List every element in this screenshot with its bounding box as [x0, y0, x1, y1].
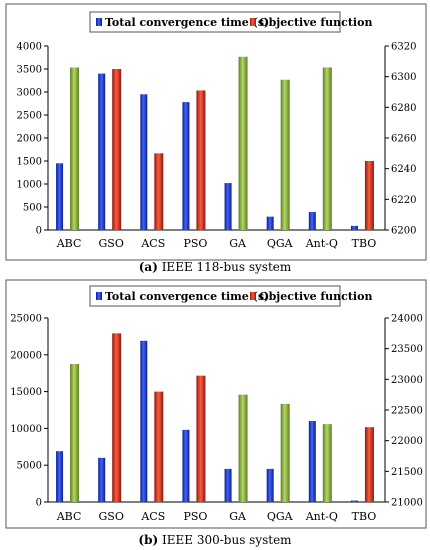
category-label: ABC	[56, 237, 82, 250]
category-label: PSO	[183, 237, 207, 250]
bar-objective-tbo	[364, 161, 374, 230]
caption-letter: (a)	[139, 260, 158, 274]
bar-convergence-time-abc	[56, 163, 64, 230]
bar-convergence-time-gso	[98, 73, 106, 230]
bar-objective-pso	[196, 90, 206, 230]
category-label: QGA	[267, 510, 294, 523]
bar-convergence-time-abc	[56, 451, 64, 502]
left-tick-label: 5000	[17, 461, 42, 472]
category-label: Ant-Q	[305, 510, 338, 523]
bar-objective-abc	[70, 364, 80, 502]
bar-objective-gso	[112, 69, 122, 230]
category-label: QGA	[267, 237, 294, 250]
right-tick-label: 22500	[391, 406, 423, 417]
bar-convergence-time-pso	[182, 102, 190, 230]
legend-swatch-convergence-time	[96, 18, 102, 26]
bar-convergence-time-qga	[266, 468, 274, 502]
left-tick-label: 10000	[10, 424, 42, 435]
category-label: ACS	[140, 237, 165, 250]
category-label: TBO	[352, 237, 377, 250]
left-tick-label: 4000	[17, 42, 42, 53]
bar-convergence-time-tbo	[350, 225, 358, 230]
caption-text: IEEE 300-bus system	[158, 533, 292, 547]
bar-objective-qga	[280, 403, 290, 502]
bar-objective-abc	[70, 67, 80, 230]
panel-caption: (a) IEEE 118-bus system	[139, 260, 292, 274]
right-tick-label: 23000	[391, 375, 423, 386]
bar-convergence-time-pso	[182, 429, 190, 502]
bar-convergence-time-ant-q	[308, 421, 316, 502]
legend-box	[89, 11, 341, 33]
category-label: GSO	[99, 237, 124, 250]
left-tick-label: 2500	[17, 111, 42, 122]
bar-objective-tbo	[364, 427, 374, 502]
bar-objective-qga	[280, 79, 290, 230]
panel-frame	[5, 279, 427, 529]
caption-letter: (b)	[138, 533, 158, 547]
category-label: GA	[229, 510, 247, 523]
bar-convergence-time-ga	[224, 468, 232, 502]
bar-convergence-time-tbo	[350, 500, 358, 502]
bar-objective-ant-q	[322, 67, 332, 230]
right-tick-label: 24000	[391, 314, 423, 325]
legend-label-objective: Objective function	[259, 290, 372, 303]
right-tick-label: 6220	[391, 195, 416, 206]
legend-box	[89, 285, 341, 307]
legend-swatch-objective	[250, 18, 256, 26]
panel-caption: (b) IEEE 300-bus system	[138, 533, 292, 547]
bar-convergence-time-qga	[266, 216, 274, 230]
right-tick-label: 6300	[391, 72, 416, 83]
left-tick-label: 25000	[10, 314, 42, 325]
right-tick-label: 6260	[391, 134, 416, 145]
panel-frame	[5, 3, 427, 261]
bar-convergence-time-gso	[98, 457, 106, 502]
legend-swatch-convergence-time	[96, 292, 102, 300]
right-tick-label: 6240	[391, 164, 416, 175]
bar-convergence-time-ant-q	[308, 212, 316, 230]
right-tick-label: 6280	[391, 103, 416, 114]
chart-panel-2: 0 5000 10000 15000 20000 25000 21000 21500 22000…	[5, 279, 427, 529]
category-label: ABC	[56, 510, 82, 523]
category-label: GSO	[99, 510, 124, 523]
legend-swatch-objective	[250, 292, 256, 300]
caption-text: IEEE 118-bus system	[158, 260, 292, 274]
right-tick-label: 6200	[391, 226, 416, 237]
left-tick-label: 1000	[17, 180, 42, 191]
category-label: TBO	[352, 510, 377, 523]
chart-panel-1: 0 500 1000 1500 2000 2500 3000 3500 4000 6200 6220…	[5, 3, 427, 261]
category-label: PSO	[183, 510, 207, 523]
right-tick-label: 21000	[391, 498, 423, 509]
right-tick-label: 23500	[391, 344, 423, 355]
bar-objective-acs	[154, 153, 164, 230]
left-tick-label: 15000	[10, 387, 42, 398]
bar-convergence-time-acs	[140, 94, 148, 230]
right-tick-label: 22000	[391, 436, 423, 447]
legend-label-objective: Objective function	[259, 16, 372, 29]
bar-objective-ga	[238, 56, 248, 230]
left-tick-label: 20000	[10, 350, 42, 361]
left-tick-label: 500	[23, 203, 42, 214]
left-tick-label: 3500	[17, 65, 42, 76]
left-tick-label: 2000	[17, 134, 42, 145]
left-tick-label: 3000	[17, 88, 42, 99]
category-label: Ant-Q	[305, 237, 338, 250]
bar-objective-acs	[154, 391, 164, 502]
left-tick-label: 0	[36, 226, 42, 237]
category-label: ACS	[140, 510, 165, 523]
bar-convergence-time-acs	[140, 340, 148, 502]
legend-label-convergence-time: Total convergence time (s)	[105, 290, 269, 303]
left-tick-label: 1500	[17, 157, 42, 168]
legend-label-convergence-time: Total convergence time (s)	[105, 16, 269, 29]
right-tick-label: 6320	[391, 42, 416, 53]
bar-objective-ant-q	[322, 424, 332, 502]
bar-objective-gso	[112, 333, 122, 502]
left-tick-label: 0	[36, 498, 42, 509]
category-label: GA	[229, 237, 247, 250]
bar-convergence-time-ga	[224, 183, 232, 230]
bar-objective-pso	[196, 375, 206, 502]
bar-objective-ga	[238, 394, 248, 502]
right-tick-label: 21500	[391, 467, 423, 478]
